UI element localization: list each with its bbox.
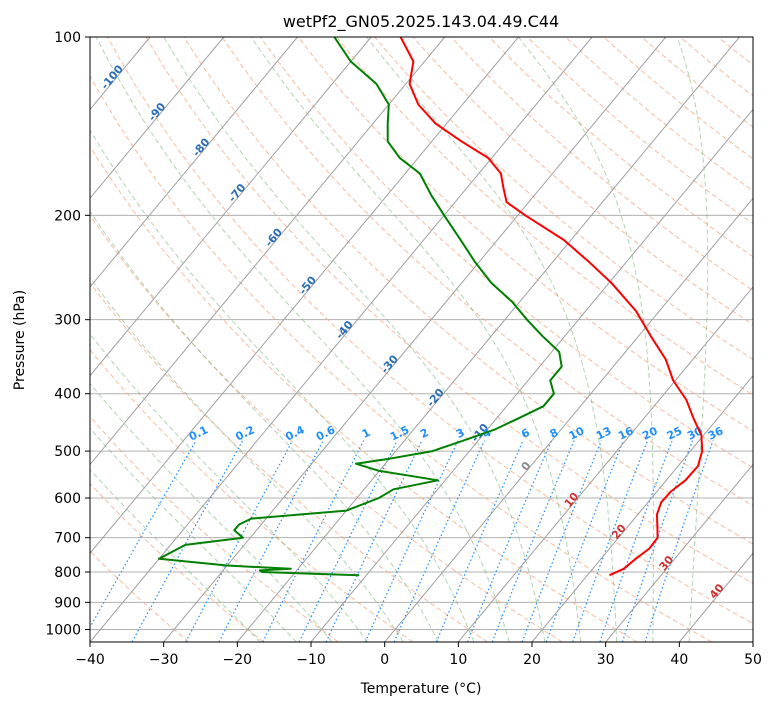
isotherm-line [90, 37, 593, 642]
x-tick-label: 50 [744, 652, 762, 668]
chart-title: wetPf2_GN05.2025.143.04.49.C44 [283, 12, 559, 32]
moist-adiabat [90, 333, 369, 642]
y-tick-label: 500 [54, 444, 81, 460]
mixing-ratio-label: 25 [665, 424, 684, 442]
mixing-ratio-label: 36 [706, 424, 726, 443]
isotherm-line [457, 286, 753, 642]
moist-adiabat [95, 37, 510, 642]
mixing-ratio-line [599, 440, 673, 642]
mixing-ratio-line [90, 440, 197, 629]
isotherm-line [90, 37, 372, 377]
moist-adiabat [163, 37, 546, 642]
temperature-profile-line [399, 37, 704, 577]
mixing-ratio-label: 16 [616, 424, 636, 443]
isotherm-line [384, 197, 753, 642]
moist-adiabat [90, 468, 261, 642]
x-tick-label: −40 [75, 652, 105, 668]
dewpoint-profile-line [158, 37, 563, 577]
mixing-ratio-line [435, 440, 524, 642]
y-tick-label: 1000 [45, 622, 81, 638]
isotherm-line [605, 463, 753, 642]
isotherm-line [163, 37, 667, 642]
profile-series [158, 37, 704, 577]
isotherms [90, 37, 753, 642]
x-tick-label: 30 [597, 652, 615, 668]
x-tick-label: −20 [223, 652, 253, 668]
y-tick-label: 600 [54, 491, 81, 507]
x-tick-label: 0 [380, 652, 389, 668]
y-tick-label: 700 [54, 531, 81, 547]
plot-frame [89, 36, 754, 643]
x-tick-label: −30 [149, 652, 179, 668]
dry-adiabat [603, 37, 753, 160]
isotherm-line [90, 37, 519, 554]
isotherm-line [236, 37, 740, 642]
y-tick-label: 900 [54, 595, 81, 611]
dry-adiabat [527, 37, 753, 225]
x-tick-label: 20 [523, 652, 541, 668]
x-tick-label: −10 [296, 652, 326, 668]
dry-adiabat [183, 37, 753, 545]
mixing-ratio-line [364, 440, 459, 642]
dry-adiabat [488, 37, 753, 258]
x-tick-label: 10 [449, 652, 467, 668]
mixing-ratio-label: 20 [640, 424, 660, 443]
y-axis: 100 200 300 400 500 600 700 800 900 1000 [45, 30, 90, 638]
mixing-ratio-line [572, 440, 649, 642]
mixing-ratio-label: 30 [685, 424, 705, 443]
dry-adiabat [221, 37, 753, 507]
moist-adiabat [90, 210, 439, 642]
moist-adiabat [90, 276, 404, 642]
dry-adiabat [90, 145, 638, 642]
dry-adiabat [450, 37, 753, 291]
mixing-ratio-line [262, 440, 365, 642]
isotherm-line [90, 37, 298, 288]
dry-adiabat [107, 37, 753, 625]
y-axis-title: Pressure (hPa) [12, 290, 28, 390]
dry-adiabat [90, 482, 264, 642]
moist-adiabat [676, 37, 709, 642]
x-axis-title: Temperature (°C) [360, 681, 482, 697]
y-tick-label: 400 [54, 387, 81, 403]
moist-adiabat [90, 427, 297, 642]
y-tick-label: 100 [54, 30, 81, 46]
dry-adiabat [90, 74, 712, 642]
moist-adiabat [90, 128, 475, 642]
y-tick-label: 200 [54, 208, 81, 224]
isotherm-line [531, 374, 753, 642]
mixing-ratio-label: 10 [567, 424, 587, 443]
isotherm-line [90, 37, 446, 466]
dry-adiabat [336, 37, 753, 396]
x-axis: −40 −30 −20 −10 0 10 20 30 40 50 [75, 642, 762, 668]
dry-adiabat [374, 37, 753, 361]
moist-adiabats [90, 37, 709, 642]
x-tick-label: 40 [670, 652, 688, 668]
mixing-ratio-line [393, 440, 486, 642]
mixing-ratio-line [298, 440, 398, 642]
moist-adiabat [518, 37, 654, 642]
isotherm-line [310, 108, 753, 642]
dry-adiabat [298, 37, 753, 432]
y-tick-label: 300 [54, 313, 81, 329]
moist-adiabat [250, 37, 582, 642]
y-tick-label: 800 [54, 565, 81, 581]
dry-adiabat [259, 37, 753, 469]
dry-adiabat [90, 281, 488, 642]
dry-adiabat [145, 37, 753, 584]
pressure-gridlines [90, 37, 753, 630]
mixing-ratio-label: 13 [594, 424, 613, 442]
isotherm-line [90, 37, 225, 200]
